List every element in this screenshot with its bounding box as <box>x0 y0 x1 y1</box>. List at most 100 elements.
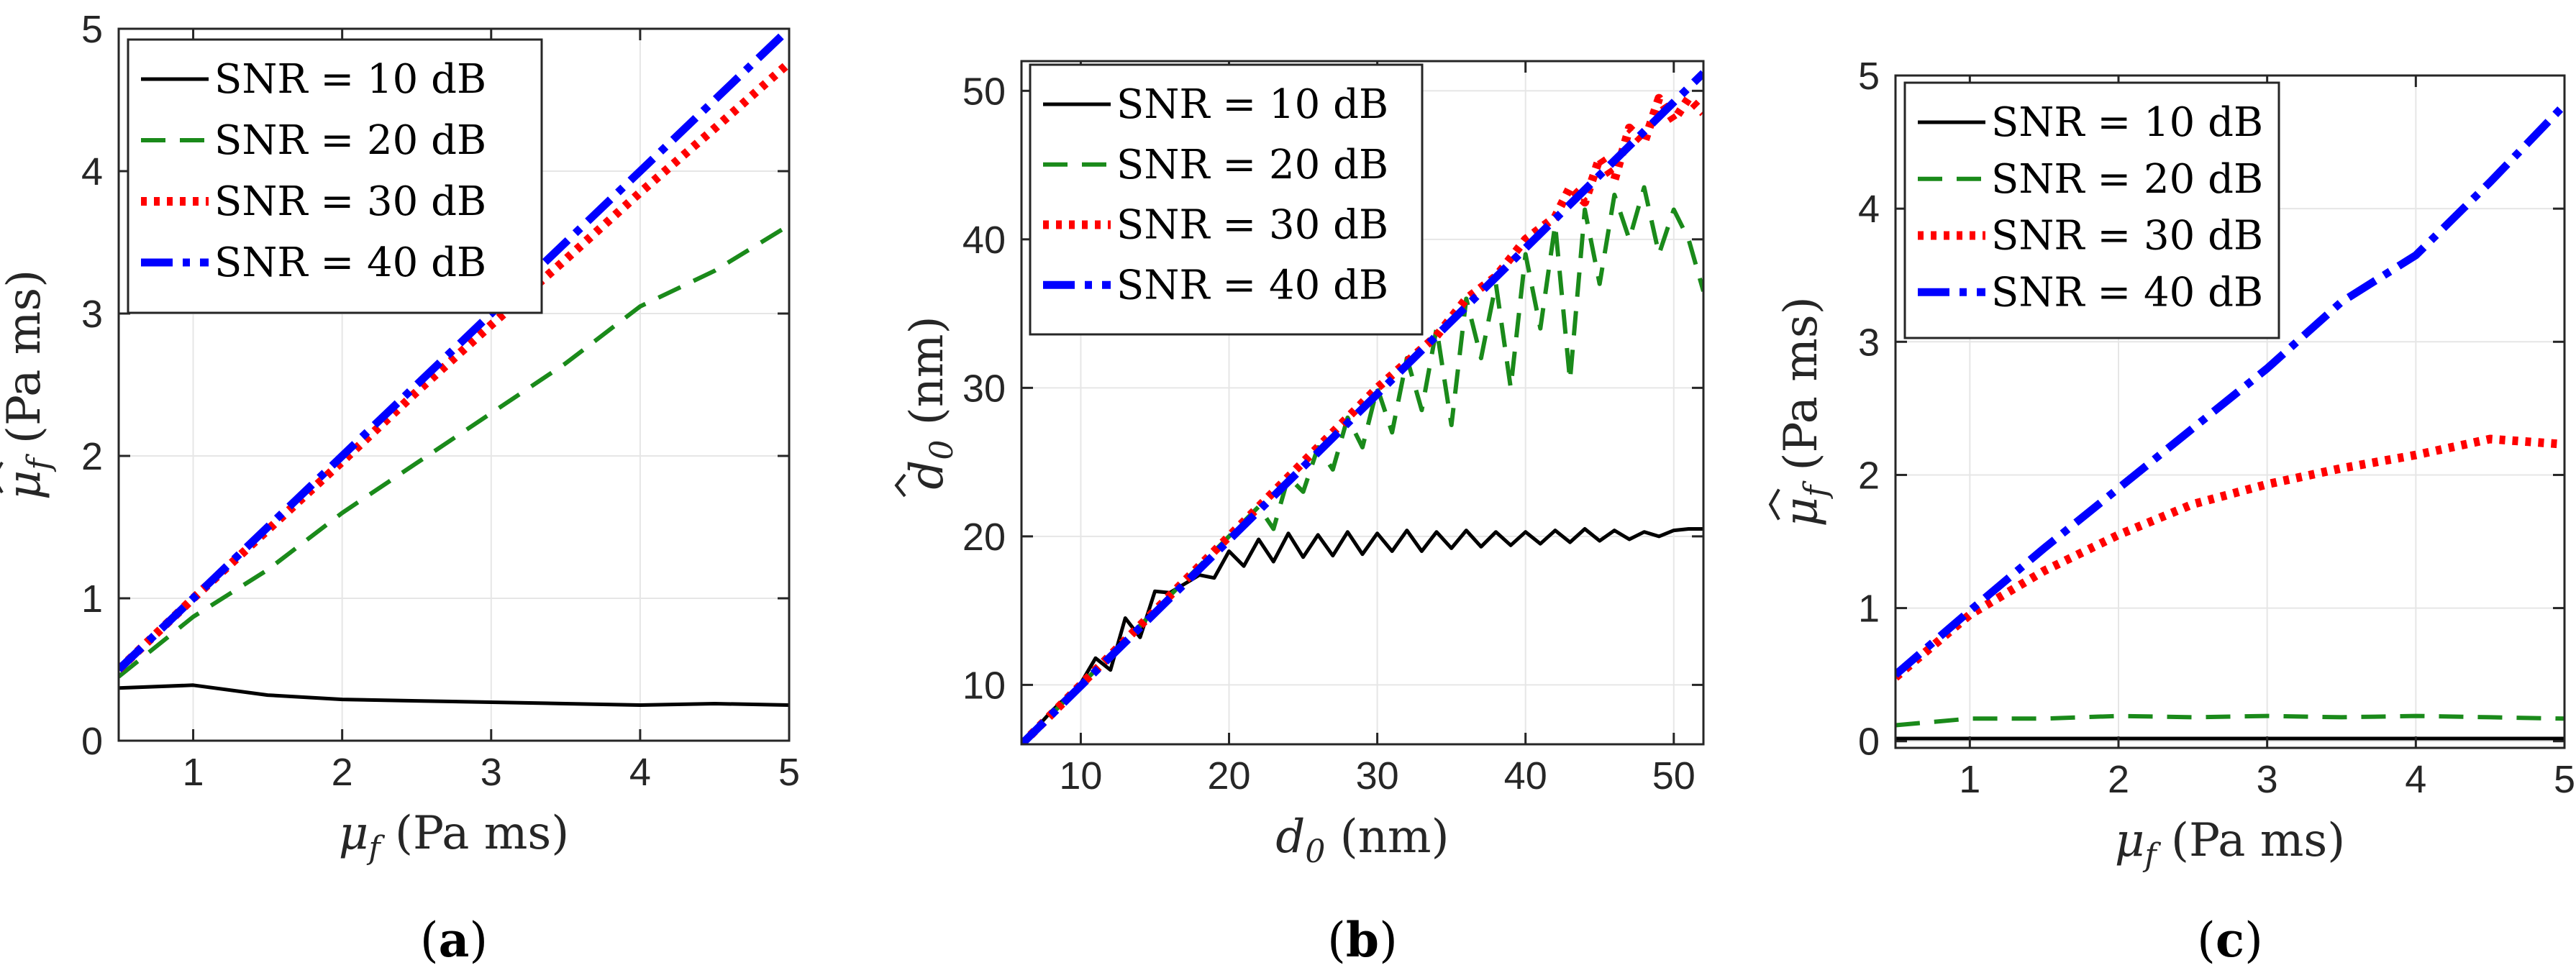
legend-label: SNR = 10 dB <box>1991 99 2263 146</box>
series-line-dotted <box>119 59 789 673</box>
legend-label: SNR = 40 dB <box>214 239 486 286</box>
hat-accent <box>1768 488 1780 521</box>
series-group <box>119 29 789 707</box>
y-axis-label: μf (Pa ms) <box>1768 296 1834 527</box>
legend-box <box>127 38 543 314</box>
axes-box <box>1894 74 2566 749</box>
x-tick-label: 1 <box>183 751 204 794</box>
label-part: 0 <box>924 440 960 460</box>
legend-label: SNR = 10 dB <box>214 56 486 103</box>
y-tick-label: 5 <box>1858 55 1880 98</box>
x-tick-label: 5 <box>2554 758 2575 801</box>
panel-c: 1 2 3 4 5 0 1 2 3 4 5 μf (Pa ms) μf (Pa ms) SNR = 10 … <box>1768 55 2575 968</box>
legend-box <box>1029 63 1424 336</box>
y-axis-label-text: μf (Pa ms) <box>0 270 58 500</box>
y-tick-label: 3 <box>1858 321 1880 364</box>
x-tick-label: 40 <box>1504 754 1547 798</box>
x-tick-label: 2 <box>2108 758 2129 801</box>
y-tick-label: 2 <box>81 435 103 478</box>
series-line-dashdot <box>1021 70 1703 744</box>
y-axis-units: (Pa ms) <box>1775 296 1828 485</box>
label-part: a <box>439 912 470 968</box>
series-line-dashdot <box>119 29 789 672</box>
y-tick-label: 40 <box>962 219 1006 262</box>
y-tick-label: 20 <box>962 516 1006 559</box>
axes-box <box>117 27 791 742</box>
y-tick-label: 1 <box>81 577 103 621</box>
series-line-dashed <box>119 223 789 679</box>
x-tick-label: 20 <box>1207 754 1250 798</box>
series-line-dashed <box>1895 713 2564 728</box>
series-line-solid <box>1021 527 1703 744</box>
legend-label: SNR = 30 dB <box>1116 202 1388 249</box>
hat-accent <box>894 473 906 498</box>
x-tick-label: 30 <box>1356 754 1399 798</box>
x-tick-label: 1 <box>1959 758 1980 801</box>
y-axis-label-text: d0 (nm) <box>901 316 960 489</box>
legend-box <box>1903 81 2280 339</box>
label-part: μ <box>2115 814 2145 867</box>
y-tick-label: 1 <box>1858 588 1880 631</box>
series-group <box>1021 70 1703 744</box>
x-tick-label: 50 <box>1652 754 1696 798</box>
y-tick-label: 30 <box>962 367 1006 410</box>
label-part: μ <box>339 807 369 860</box>
label-part: ) <box>2244 913 2263 968</box>
x-axis-label: μf (Pa ms) <box>339 807 569 867</box>
label-part: c <box>2216 912 2244 968</box>
label-part: ( <box>420 913 439 968</box>
legend-label: SNR = 10 dB <box>1116 81 1388 128</box>
series-line-dashed <box>1021 185 1703 744</box>
y-tick-label: 10 <box>962 664 1006 707</box>
x-tick-label: 2 <box>332 751 353 794</box>
panel-label: (b) <box>1327 912 1398 968</box>
x-tick-label: 5 <box>778 751 800 794</box>
legend-label: SNR = 40 dB <box>1116 262 1388 309</box>
x-axis-label: μf (Pa ms) <box>2115 814 2345 874</box>
y-axis-units: (Pa ms) <box>0 270 51 459</box>
panel-label: (a) <box>420 912 488 968</box>
label-part: ( <box>2197 913 2216 968</box>
y-axis-label-text: μf (Pa ms) <box>1775 296 1834 526</box>
series-group <box>1895 101 2564 741</box>
y-tick-label: 4 <box>81 150 103 193</box>
label-part: μ <box>0 470 51 501</box>
axes-box <box>1020 60 1705 746</box>
panel-a: 1 2 3 4 5 0 1 2 3 4 5 μf (Pa ms) μf (Pa ms) SNR = 10 … <box>0 8 800 968</box>
y-tick-label: 2 <box>1858 454 1880 497</box>
series-line-dotted <box>1895 434 2564 681</box>
x-axis-units: (Pa ms) <box>381 807 570 860</box>
y-tick-label: 5 <box>81 8 103 51</box>
legend-label: SNR = 20 dB <box>1116 142 1388 188</box>
y-axis-label: d0 (nm) <box>894 316 960 498</box>
label-part: 0 <box>1305 833 1325 870</box>
label-part: d <box>1275 810 1305 864</box>
label-part: ( <box>1327 913 1346 968</box>
legend-label: SNR = 30 dB <box>1991 213 2263 260</box>
panel-label: (c) <box>2197 912 2263 968</box>
y-tick-label: 3 <box>81 293 103 336</box>
y-axis-label: μf (Pa ms) <box>0 270 58 500</box>
x-axis-label: d0 (nm) <box>1275 810 1449 870</box>
y-tick-label: 4 <box>1858 188 1880 231</box>
y-tick-label: 0 <box>1858 721 1880 764</box>
label-part: d <box>901 460 954 490</box>
label-part: b <box>1346 912 1379 968</box>
series-line-solid <box>119 683 789 707</box>
x-tick-label: 3 <box>481 751 502 794</box>
x-axis-units: (Pa ms) <box>2157 814 2346 867</box>
x-axis-units: (nm) <box>1325 810 1449 864</box>
label-part: ) <box>469 913 488 968</box>
x-tick-label: 10 <box>1059 754 1102 798</box>
x-tick-label: 4 <box>629 751 651 794</box>
series-line-dashdot <box>1895 101 2564 678</box>
y-tick-label: 0 <box>81 720 103 763</box>
legend-label: SNR = 30 dB <box>214 178 486 225</box>
x-tick-label: 4 <box>2405 758 2426 801</box>
legend-label: SNR = 20 dB <box>1991 156 2263 203</box>
x-tick-label: 3 <box>2257 758 2278 801</box>
label-part: μ <box>1775 497 1828 527</box>
label-part: ) <box>1379 913 1398 968</box>
